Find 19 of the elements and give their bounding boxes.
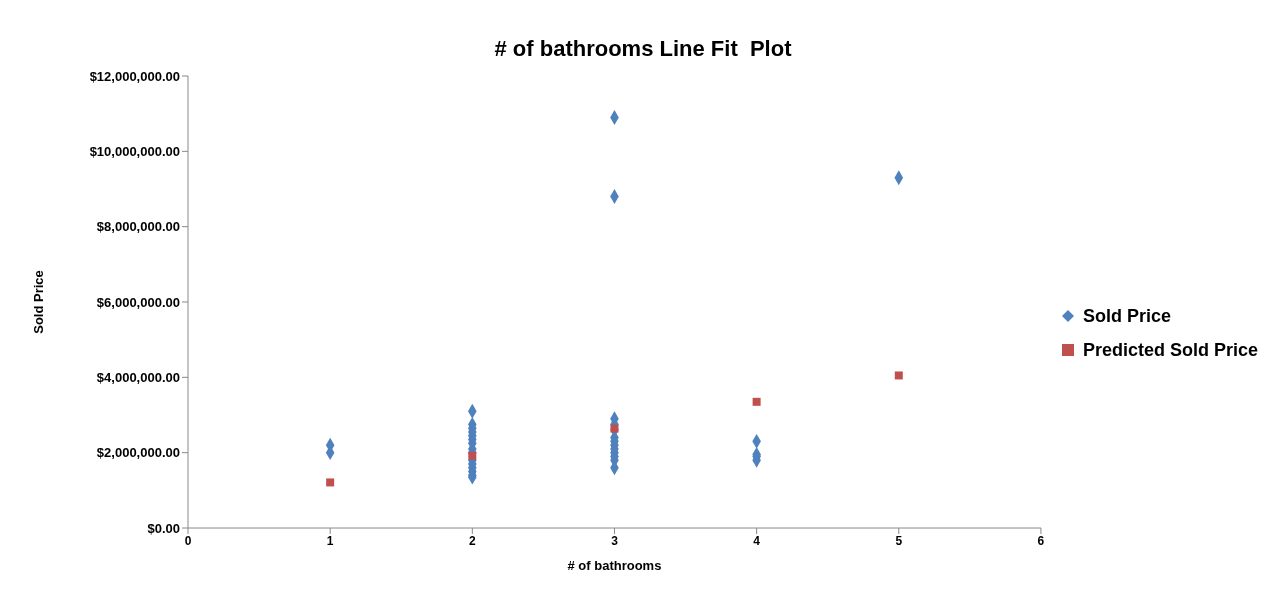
y-tick-label: $12,000,000.00 (89, 68, 180, 84)
y-axis-title: Sold Price (30, 270, 46, 334)
x-tick-label: 3 (611, 533, 619, 548)
y-tick-label: $0.00 (147, 520, 180, 536)
chart-title: # of bathrooms Line Fit Plot (493, 35, 793, 63)
x-axis-title: # of bathrooms (567, 558, 662, 573)
y-tick-label: $4,000,000.00 (96, 369, 180, 385)
legend-label: Sold Price (1082, 305, 1171, 327)
y-tick-label: $8,000,000.00 (96, 219, 180, 235)
y-tick-label: $2,000,000.00 (96, 445, 180, 461)
y-tick-label: $6,000,000.00 (96, 294, 180, 310)
x-tick-label: 2 (468, 533, 476, 548)
legend-label: Predicted Sold Price (1082, 339, 1258, 361)
y-tick-label: $10,000,000.00 (89, 143, 180, 159)
x-tick-label: 5 (895, 533, 903, 548)
x-tick-label: 6 (1037, 533, 1045, 548)
x-tick-label: 1 (326, 533, 334, 548)
x-tick-label: 4 (753, 533, 761, 548)
x-tick-label: 0 (184, 533, 192, 548)
